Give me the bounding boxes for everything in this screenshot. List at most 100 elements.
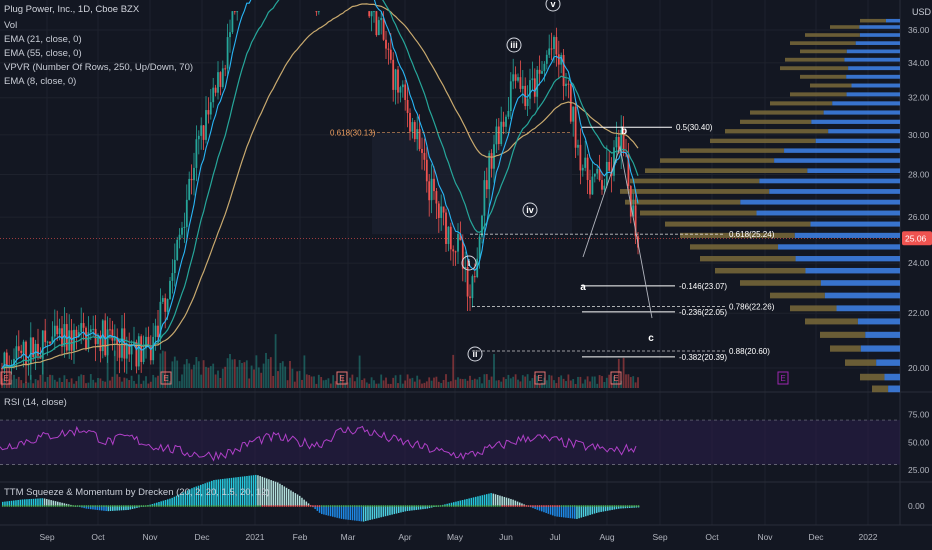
- candle-body-210: [505, 116, 507, 127]
- candle-body-90: [217, 72, 219, 93]
- volume-bar-197: [473, 378, 476, 388]
- vpvr-row-up-28: [824, 292, 900, 299]
- ttm-bar-97: [215, 479, 217, 506]
- ttm-bar-114: [252, 475, 255, 506]
- ttm-legend[interactable]: TTM Squeeze & Momentum by Drecken (20, 2…: [4, 487, 270, 498]
- earnings-box-0: [0, 371, 12, 385]
- ttm-bar-172: [380, 506, 382, 518]
- volume-bar-169: [406, 374, 409, 388]
- ttm-bar-110: [244, 476, 246, 506]
- candle-body-9: [22, 341, 25, 353]
- ttm-bar-218: [481, 495, 484, 506]
- volume-bar-62: [149, 381, 152, 388]
- ttm-dot-21: [48, 505, 50, 507]
- ttm-bar-151: [334, 506, 336, 518]
- ttm-bar-184: [406, 506, 409, 512]
- volume-bar-21: [51, 375, 54, 388]
- volume-bar-132: [317, 374, 320, 388]
- ttm-bar-95: [211, 480, 213, 506]
- volume-bar-253: [608, 374, 611, 388]
- volume-bar-52: [125, 378, 128, 388]
- ema8-line: [1, 0, 639, 369]
- volume-bar-195: [469, 375, 471, 388]
- ema21-legend[interactable]: EMA (21, close, 0): [4, 34, 82, 45]
- vol-legend[interactable]: Vol: [4, 20, 18, 31]
- volume-bar-50: [121, 381, 123, 388]
- candle-body-96: [231, 11, 234, 33]
- vpvr-row-up-26: [805, 267, 900, 274]
- volume-bar-156: [375, 383, 378, 388]
- vpvr-legend[interactable]: VPVR (Number Of Rows, 250, Up/Down, 70): [4, 62, 194, 73]
- ttm-dot-113: [250, 505, 253, 507]
- ttm-dot-274: [604, 505, 607, 507]
- ttm-bar-236: [521, 503, 523, 506]
- volume-bar-20: [49, 374, 51, 388]
- volume-bar-49: [118, 376, 121, 388]
- volume-bar-251: [603, 382, 606, 388]
- candle-body-232: [557, 54, 560, 65]
- candle-body-2: [5, 352, 8, 367]
- ttm-bar-74: [164, 499, 167, 506]
- volume-bar-221: [531, 378, 534, 388]
- ttm-dot-31: [70, 505, 72, 507]
- volume-bar-34: [82, 375, 85, 388]
- volume-bar-265: [637, 377, 639, 388]
- ttm-bar-79: [175, 495, 178, 506]
- volume-bar-42: [101, 380, 104, 388]
- ttm-dot-70: [155, 505, 158, 507]
- ttm-dot-132: [292, 505, 295, 507]
- candle-body-175: [421, 148, 423, 153]
- volume-bar-91: [219, 377, 222, 388]
- vpvr-row-down-14: [710, 138, 816, 144]
- candle-body-214: [514, 74, 517, 81]
- candle-body-248: [596, 168, 599, 174]
- ttm-dot-66: [147, 505, 149, 507]
- fib-zone-box: [372, 132, 572, 235]
- ttm-bar-38: [85, 506, 88, 509]
- candle-body-18: [44, 330, 47, 343]
- candle-body-160: [385, 39, 387, 49]
- ttm-dot-175: [386, 505, 389, 507]
- volume-bar-30: [73, 383, 75, 388]
- vpvr-row-up-27: [820, 280, 900, 286]
- ttm-bar-193: [426, 506, 429, 509]
- ttm-dot-129: [285, 505, 288, 507]
- ttm-dot-146: [323, 505, 325, 507]
- vpvr-row-down-28: [770, 292, 825, 299]
- volume-bar-133: [320, 377, 323, 388]
- candle-body-166: [399, 87, 402, 93]
- ttm-bar-225: [497, 494, 499, 506]
- ttm-dot-288: [635, 505, 638, 507]
- ttm-bar-96: [213, 480, 215, 506]
- ema55-legend[interactable]: EMA (55, close, 0): [4, 48, 82, 59]
- ttm-dot-71: [158, 505, 160, 507]
- ttm-dot-245: [540, 505, 543, 507]
- ttm-bar-222: [490, 493, 492, 506]
- volume-bar-261: [627, 374, 630, 388]
- volume-bar-69: [166, 374, 169, 388]
- volume-bar-201: [483, 374, 486, 388]
- symbol-legend[interactable]: Plug Power, Inc., 1D, Cboe BZX: [4, 4, 139, 16]
- ema8-legend[interactable]: EMA (8, close, 0): [4, 76, 77, 87]
- ttm-dot-44: [98, 505, 101, 507]
- time-tick-11: Aug: [599, 532, 614, 542]
- candle-body-91: [219, 72, 222, 87]
- volume-bar-153: [368, 383, 371, 388]
- rsi-legend[interactable]: RSI (14, close): [4, 397, 67, 408]
- ttm-bar-249: [549, 506, 552, 515]
- candle-body-52: [125, 344, 128, 359]
- ttm-dot-120: [265, 505, 268, 507]
- ttm-dot-37: [83, 505, 86, 507]
- ttm-bar-98: [217, 479, 220, 506]
- volume-bar-33: [80, 374, 83, 388]
- vpvr-row-down-20: [625, 199, 741, 205]
- volume-bar-263: [632, 376, 635, 388]
- candle-body-77: [185, 199, 188, 227]
- ttm-dot-163: [360, 505, 363, 507]
- volume-bar-199: [478, 377, 481, 388]
- vpvr-row-up-6: [848, 66, 900, 71]
- ttm-bar-284: [626, 506, 629, 509]
- ttm-dot-267: [589, 505, 592, 507]
